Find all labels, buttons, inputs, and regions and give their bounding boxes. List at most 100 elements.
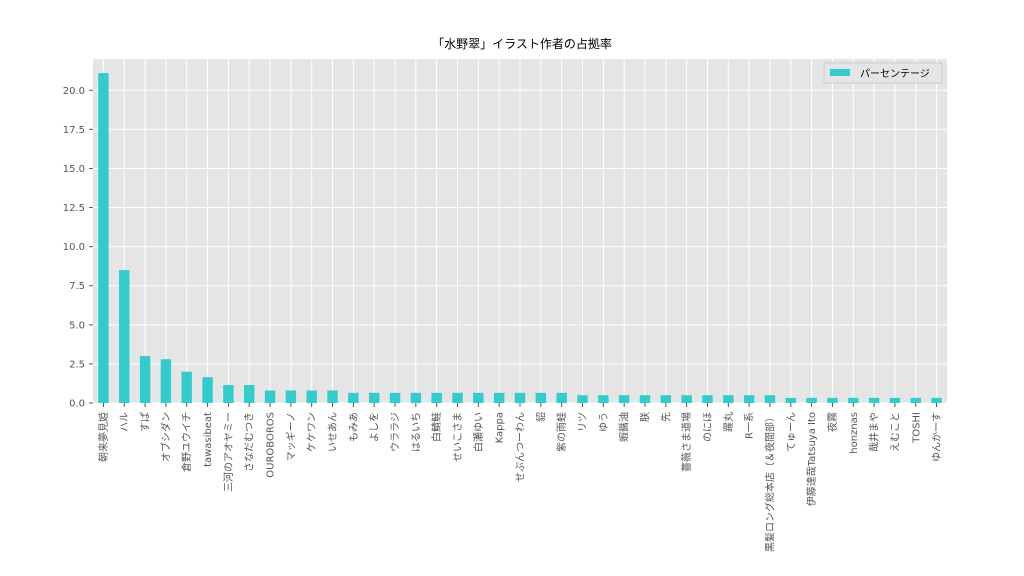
x-tick-label: てゅーん [785, 412, 797, 452]
x-tick-label: OUROBOROS [266, 412, 277, 478]
bar [452, 392, 463, 403]
bar [618, 395, 630, 403]
bar [368, 392, 380, 403]
legend-label: パーセンテージ [860, 68, 930, 80]
x-tick-label: すぱ [140, 412, 152, 432]
x-tick-label: せいこさま [452, 412, 464, 462]
y-tick-label: 15.0 [63, 164, 85, 175]
y-tick-label: 7.5 [69, 281, 85, 292]
x-tick-label: もみあ [348, 412, 360, 442]
x-tick-label: Kappa [495, 412, 506, 443]
x-axis: 朝来夢見姫 ハル すぱ オブシダン 倉野ユウイチ tawasibeat 三河のアオヤミー さな… [97, 403, 943, 552]
x-tick-label: 貂 [534, 412, 547, 422]
x-tick-label: 倉野ユウイチ [180, 412, 193, 472]
x-tick-label: 夜霧 [826, 412, 839, 432]
bar [535, 392, 547, 403]
bar [931, 397, 942, 403]
x-tick-label: マッギーノ [285, 412, 297, 461]
bar [160, 359, 172, 403]
bar [473, 392, 484, 403]
x-tick-label: さなだむつき [244, 412, 256, 472]
bar [785, 397, 796, 403]
x-tick-label: リツ [578, 412, 589, 432]
x-tick-label: ゆんかーす [931, 412, 943, 462]
x-tick-label: 先 [660, 412, 672, 422]
bar [264, 390, 276, 403]
bar [244, 385, 255, 403]
bar [681, 395, 692, 403]
x-tick-label: 紫の雨蛙 [555, 412, 568, 452]
x-tick-label: 白鯖鮭 [430, 412, 443, 442]
x-tick-label: ウララジ [390, 412, 402, 452]
x-tick-label: のにほ [702, 412, 714, 442]
x-tick-label: 朝来夢見姫 [97, 412, 110, 462]
bar [514, 392, 526, 403]
bar [285, 390, 297, 403]
bar [181, 371, 192, 403]
legend: パーセンテージ [823, 62, 943, 84]
y-axis: 0.0 2.5 5.0 7.5 10.0 12.5 15.0 17.5 20.0 [63, 86, 93, 410]
bar [764, 395, 776, 403]
x-tick-label: いせあん [327, 412, 339, 452]
y-tick-label: 20.0 [63, 86, 85, 97]
x-tick-label: 薔薇さま道場 [680, 412, 693, 472]
x-tick-label: R一系 [744, 412, 756, 439]
x-tick-label: よしを [369, 412, 381, 442]
x-tick-label: 伊藤達哉Tatsuya Ito [806, 412, 818, 506]
bar [306, 390, 317, 403]
x-tick-label: tawasibeat [203, 412, 214, 467]
bar [827, 397, 838, 403]
bar [848, 397, 859, 403]
bar [806, 397, 817, 403]
x-tick-label: 黒髪ロング総本店（＆夜間部） [763, 412, 776, 552]
x-tick-label: ハル [120, 412, 131, 432]
x-tick-label: ゆう [598, 412, 610, 432]
bar [702, 395, 713, 403]
x-tick-label: ケケワン [306, 412, 318, 452]
bar [889, 397, 901, 403]
x-tick-label: 哉井まや [868, 412, 881, 452]
y-tick-label: 12.5 [63, 203, 85, 214]
x-tick-label: 三河のアオヤミー [223, 412, 235, 492]
y-tick-label: 17.5 [63, 125, 85, 136]
y-tick-label: 10.0 [63, 242, 85, 253]
bar [598, 395, 609, 403]
chart-title: 「水野翠」イラスト作者の占拠率 [432, 36, 612, 51]
x-tick-label: 躍丸 [722, 412, 735, 432]
x-tick-label: honznas [849, 412, 860, 454]
bar [348, 392, 359, 403]
bar [577, 395, 588, 403]
bar [556, 392, 567, 403]
bar [868, 397, 880, 403]
bar [223, 385, 234, 403]
x-tick-label: TOSHI [911, 412, 922, 444]
bar [389, 392, 401, 403]
x-tick-label: 蝦醤油 [618, 412, 631, 442]
bar [119, 270, 130, 403]
bar [327, 390, 338, 403]
bar [431, 392, 442, 403]
bar [723, 395, 734, 403]
legend-swatch [830, 69, 850, 76]
y-tick-label: 0.0 [69, 399, 85, 410]
bar [639, 395, 651, 403]
y-tick-label: 5.0 [69, 320, 85, 331]
y-tick-label: 2.5 [69, 359, 85, 370]
legend-box [823, 62, 943, 84]
bar [743, 395, 755, 403]
x-tick-label: せぷんつーわん [515, 412, 527, 482]
bar [910, 397, 921, 403]
x-tick-label: 白瀬ゆい [472, 412, 485, 452]
bars [98, 73, 942, 403]
bar [493, 392, 505, 403]
bar [410, 392, 422, 403]
x-tick-label: 朕 [638, 412, 651, 422]
bar [660, 395, 672, 403]
x-tick-label: オブシダン [159, 412, 172, 462]
bar [202, 377, 213, 403]
bar [139, 356, 151, 403]
x-tick-label: えむこと [889, 412, 901, 452]
x-tick-label: はるいち [410, 412, 422, 452]
bar [98, 73, 109, 403]
